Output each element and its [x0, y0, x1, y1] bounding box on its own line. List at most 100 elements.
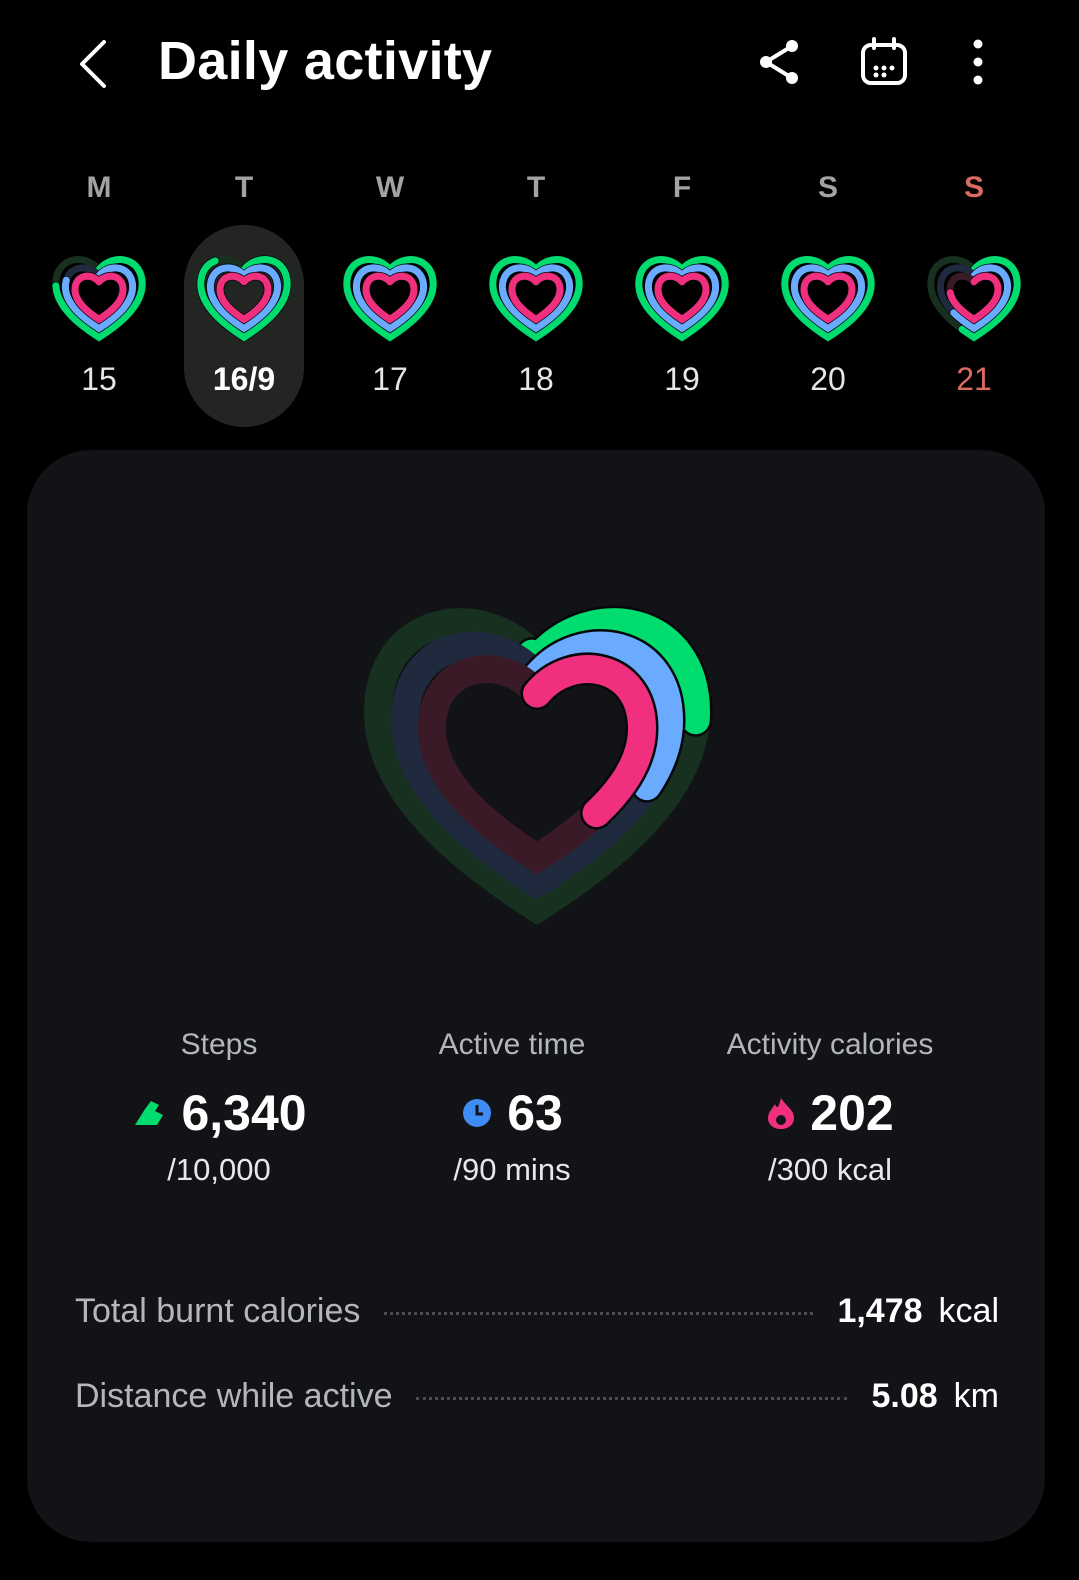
day-21[interactable]: S 21 [914, 165, 1034, 430]
row-unit: kcal [938, 1291, 999, 1330]
calories-ring [804, 276, 852, 319]
active-ring-progress [794, 268, 861, 328]
steps-ring [201, 260, 287, 338]
steps-ring [493, 260, 579, 338]
active-ring-progress [210, 268, 277, 328]
day-heart-rings-icon [486, 247, 586, 347]
day-15[interactable]: M 15 [39, 165, 159, 430]
top-app-bar: Daily activity [0, 0, 1079, 130]
day-date: 18 [518, 361, 554, 397]
steps-ring [785, 260, 871, 338]
day-letter: S [963, 171, 984, 204]
active-ring [794, 268, 861, 328]
steps-value: 6,340 [181, 1085, 307, 1141]
row-value: 5.08 [871, 1376, 938, 1415]
day-letter: M [86, 171, 112, 204]
active-ring [940, 268, 1007, 328]
calories-ring [75, 276, 123, 319]
steps-ring [931, 260, 1017, 338]
day-19[interactable]: F 19 [622, 165, 742, 430]
steps-ring-progress [378, 622, 696, 908]
calories-ring-progress [75, 276, 123, 319]
active-time-stat: Active time 63 /90 mins [352, 1028, 672, 1188]
steps-label: Steps [180, 1028, 258, 1061]
steps-ring [56, 260, 142, 338]
active-ring-progress [648, 268, 715, 328]
row-value: 1,478 [837, 1291, 923, 1330]
day-heart-rings-icon [340, 247, 440, 347]
day-20[interactable]: S 20 [768, 165, 888, 430]
active-ring [210, 268, 277, 328]
active-ring [405, 646, 669, 884]
active-ring [648, 268, 715, 328]
more-options-icon[interactable] [952, 36, 1004, 88]
calories-ring-progress [366, 276, 414, 319]
day-date: 20 [810, 361, 846, 397]
activity-calories-label: Activity calories [726, 1028, 934, 1061]
day-heart-rings-icon [924, 247, 1024, 347]
active-ring-progress [405, 646, 669, 884]
steps-stat: Steps 6,340 /10,000 [59, 1028, 379, 1188]
steps-ring-progress [201, 260, 287, 338]
row-unit: km [953, 1376, 999, 1415]
day-date: 19 [664, 361, 700, 397]
calories-ring-progress [804, 276, 852, 319]
day-16-9[interactable]: T 16/9 [184, 165, 304, 430]
day-18[interactable]: T 18 [476, 165, 596, 430]
calories-ring-progress [512, 276, 560, 319]
active-ring [356, 268, 423, 328]
calories-ring [658, 276, 706, 319]
share-icon[interactable] [754, 36, 806, 88]
week-selector: M 15 T 16/9 W 17 T 18 F 19 S 20 S 21 [0, 165, 1079, 435]
calendar-icon[interactable] [858, 36, 910, 88]
row-label: Total burnt calories [75, 1291, 361, 1330]
calories-ring-progress [950, 276, 998, 319]
steps-ring [347, 260, 433, 338]
shoe-icon [135, 1101, 164, 1125]
calories-ring [366, 276, 414, 319]
day-date: 15 [81, 361, 117, 397]
activity-calories-stat: Activity calories 202 /300 kcal [670, 1028, 990, 1188]
activity-card: Steps 6,340 /10,000 Active time 63 /90 m… [27, 450, 1045, 1542]
active-ring-progress [356, 268, 423, 328]
activity-calories-goal: /300 kcal [767, 1152, 893, 1187]
day-date: 21 [956, 361, 992, 397]
total-burnt-calories-row: Total burnt calories 1,478 kcal [75, 1286, 999, 1336]
steps-ring-progress [347, 260, 433, 338]
steps-ring-progress [931, 260, 1017, 338]
calories-ring [950, 276, 998, 319]
clock-icon [463, 1099, 492, 1127]
flame-icon [768, 1098, 795, 1129]
row-label: Distance while active [75, 1376, 393, 1415]
dotted-leader [384, 1311, 814, 1315]
steps-ring-progress [493, 260, 579, 338]
active-ring-progress [65, 268, 132, 328]
day-date: 17 [372, 361, 408, 397]
active-time-value: 63 [507, 1085, 563, 1141]
day-heart-rings-icon [778, 247, 878, 347]
calories-ring-progress [220, 276, 268, 319]
calories-ring [432, 669, 642, 858]
day-17[interactable]: W 17 [330, 165, 450, 430]
steps-goal: /10,000 [167, 1152, 271, 1187]
day-letter: T [234, 171, 254, 204]
active-ring [65, 268, 132, 328]
active-ring-progress [502, 268, 569, 328]
day-letter: T [526, 171, 546, 204]
day-letter: S [817, 171, 838, 204]
distance-while-active-row: Distance while active 5.08 km [75, 1371, 999, 1421]
active-ring-progress [940, 268, 1007, 328]
calories-ring-progress [658, 276, 706, 319]
dotted-leader [416, 1396, 848, 1400]
day-heart-rings-icon [194, 247, 294, 347]
page-title: Daily activity [158, 31, 493, 91]
steps-ring [639, 260, 725, 338]
calories-ring-progress [432, 669, 642, 858]
steps-ring-progress [56, 260, 142, 338]
day-letter: W [375, 171, 405, 204]
back-icon[interactable] [70, 34, 120, 94]
steps-ring-progress [785, 260, 871, 338]
active-ring [502, 268, 569, 328]
calories-ring [512, 276, 560, 319]
day-date: 16/9 [212, 361, 276, 397]
